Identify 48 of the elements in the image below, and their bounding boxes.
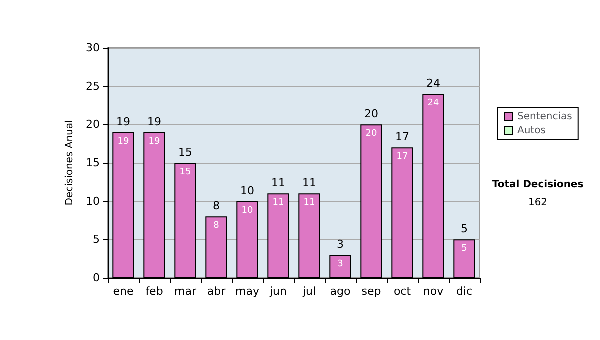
total-label: 8: [213, 200, 220, 213]
x-tick-label: dic: [456, 285, 473, 298]
text: 162: [528, 198, 548, 208]
y-tick-label: 25: [86, 80, 100, 93]
legend-label: Autos: [518, 126, 546, 136]
x-tick-label: ago: [330, 285, 351, 298]
data-label: 8: [214, 221, 220, 232]
total-label: 19: [148, 115, 162, 128]
x-tick-label: abr: [207, 285, 226, 298]
total-label: 5: [461, 222, 468, 236]
data-label: 3: [338, 260, 344, 270]
total-label: 24: [426, 77, 440, 90]
total-label: 15: [178, 146, 192, 159]
data-label: 11: [304, 198, 316, 208]
data-label: 24: [428, 98, 440, 108]
y-axis-title: Decisiones Anual: [64, 120, 76, 206]
y-tick-label: 20: [86, 118, 100, 132]
y-tick-label: 15: [86, 156, 100, 170]
total-label: 11: [272, 176, 286, 190]
total-label: 3: [337, 238, 344, 251]
x-tick-label: jun: [269, 285, 288, 298]
x-tick-label: oct: [394, 285, 412, 298]
total-label: 20: [364, 108, 378, 121]
y-tick-label: 5: [93, 233, 100, 246]
total-label: 11: [302, 176, 316, 190]
data-label: 5: [462, 244, 468, 254]
x-tick-label: jul: [302, 285, 316, 298]
total-label: 17: [396, 130, 410, 144]
total-label: 10: [240, 184, 254, 198]
legend-label: Sentencias: [518, 112, 572, 122]
x-tick-label: feb: [146, 285, 164, 298]
y-tick-label: 0: [93, 272, 100, 284]
y-tick-label: 30: [86, 42, 100, 54]
data-label: 10: [242, 206, 254, 216]
x-tick-label: sep: [362, 285, 382, 298]
x-tick-label: mar: [174, 285, 197, 298]
data-label: 15: [180, 168, 192, 178]
y-tick-label: 10: [86, 194, 100, 208]
x-tick-label: may: [236, 285, 260, 298]
text: Total Decisiones: [492, 180, 584, 190]
data-label: 20: [366, 129, 378, 140]
data-label: 11: [272, 198, 284, 208]
x-tick-label: nov: [423, 285, 444, 298]
total-label: 19: [116, 115, 130, 128]
data-label: 17: [396, 152, 408, 162]
x-tick-label: ene: [113, 285, 134, 298]
data-label: 19: [148, 136, 160, 147]
data-label: 19: [118, 136, 130, 147]
